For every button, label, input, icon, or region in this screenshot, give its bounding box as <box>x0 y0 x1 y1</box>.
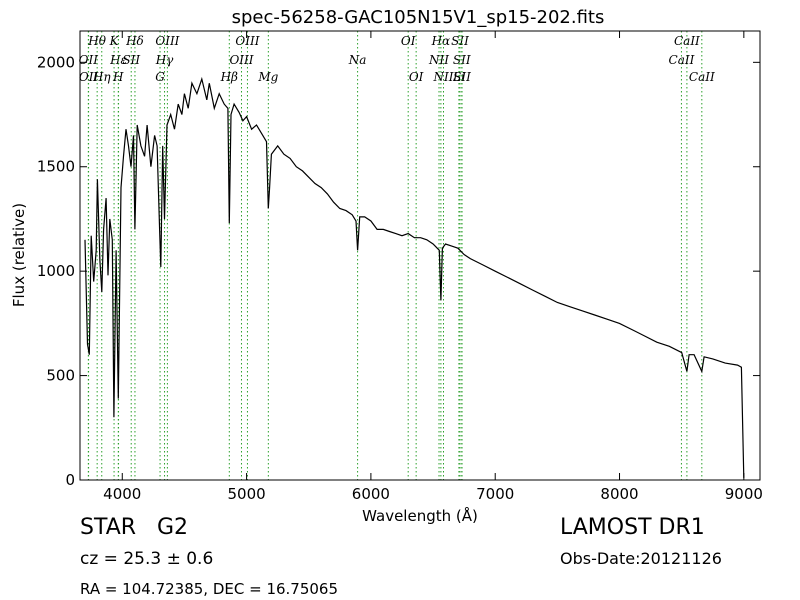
spectral-line-label: Hβ <box>220 70 238 84</box>
spectral-line-label: NII <box>428 53 449 67</box>
y-axis-label: Flux (relative) <box>10 203 28 307</box>
spectral-line-label: OIII <box>155 34 179 48</box>
y-tick-label: 500 <box>46 367 75 385</box>
spectral-line-label: OI <box>409 70 424 84</box>
spectral-line-label: OII <box>79 70 99 84</box>
spectral-line-label: SII <box>453 70 471 84</box>
y-tick-label: 1500 <box>37 158 75 176</box>
x-tick-label: 9000 <box>725 485 763 503</box>
plot-frame <box>79 30 761 481</box>
spectral-line-label: Hγ <box>155 53 174 67</box>
spectral-line-label: K <box>109 34 120 48</box>
x-tick-label: 7000 <box>476 485 514 503</box>
spectral-line-label: Na <box>348 53 367 67</box>
spectral-line-label: SII <box>122 53 140 67</box>
y-tick-label: 0 <box>65 471 75 489</box>
x-tick-label: 8000 <box>600 485 638 503</box>
x-axis-label: Wavelength (Å) <box>362 506 478 525</box>
x-tick-label: 6000 <box>352 485 390 503</box>
spectral-line-label: G <box>155 70 165 84</box>
survey: LAMOST DR1 <box>560 515 705 540</box>
spectral-line-label: Hη <box>92 70 111 84</box>
spectrum-line <box>84 76 745 478</box>
spectral-line-label: H <box>112 70 124 84</box>
object-class: STAR G2 <box>80 515 188 540</box>
y-tick-label: 1000 <box>37 262 75 280</box>
obs-date: Obs-Date:20121126 <box>560 549 722 568</box>
spectral-line-label: CaII <box>689 70 715 84</box>
spectral-line-label: Hθ <box>87 34 106 48</box>
spectral-line-label: NII <box>433 70 454 84</box>
spectral-line-label: OIII <box>235 34 259 48</box>
spectral-line-label: CaII <box>669 53 695 67</box>
coordinates: RA = 104.72385, DEC = 16.75065 <box>80 580 338 598</box>
spectral-line-label: Hδ <box>125 34 144 48</box>
spectral-line-label: OIII <box>229 53 253 67</box>
x-tick-label: 4000 <box>103 485 141 503</box>
y-tick-label: 2000 <box>37 53 75 71</box>
x-tick-label: 5000 <box>227 485 265 503</box>
spectral-line-label: Hα <box>431 34 451 48</box>
chart-title: spec-56258-GAC105N15V1_sp15-202.fits <box>232 7 605 28</box>
spectral-line-label: OI <box>401 34 416 48</box>
redshift: cz = 25.3 ± 0.6 <box>80 549 213 569</box>
spectral-line-label: Mg <box>257 70 278 84</box>
spectral-line-label: SII <box>451 34 469 48</box>
spectral-line-label: CaII <box>674 34 700 48</box>
